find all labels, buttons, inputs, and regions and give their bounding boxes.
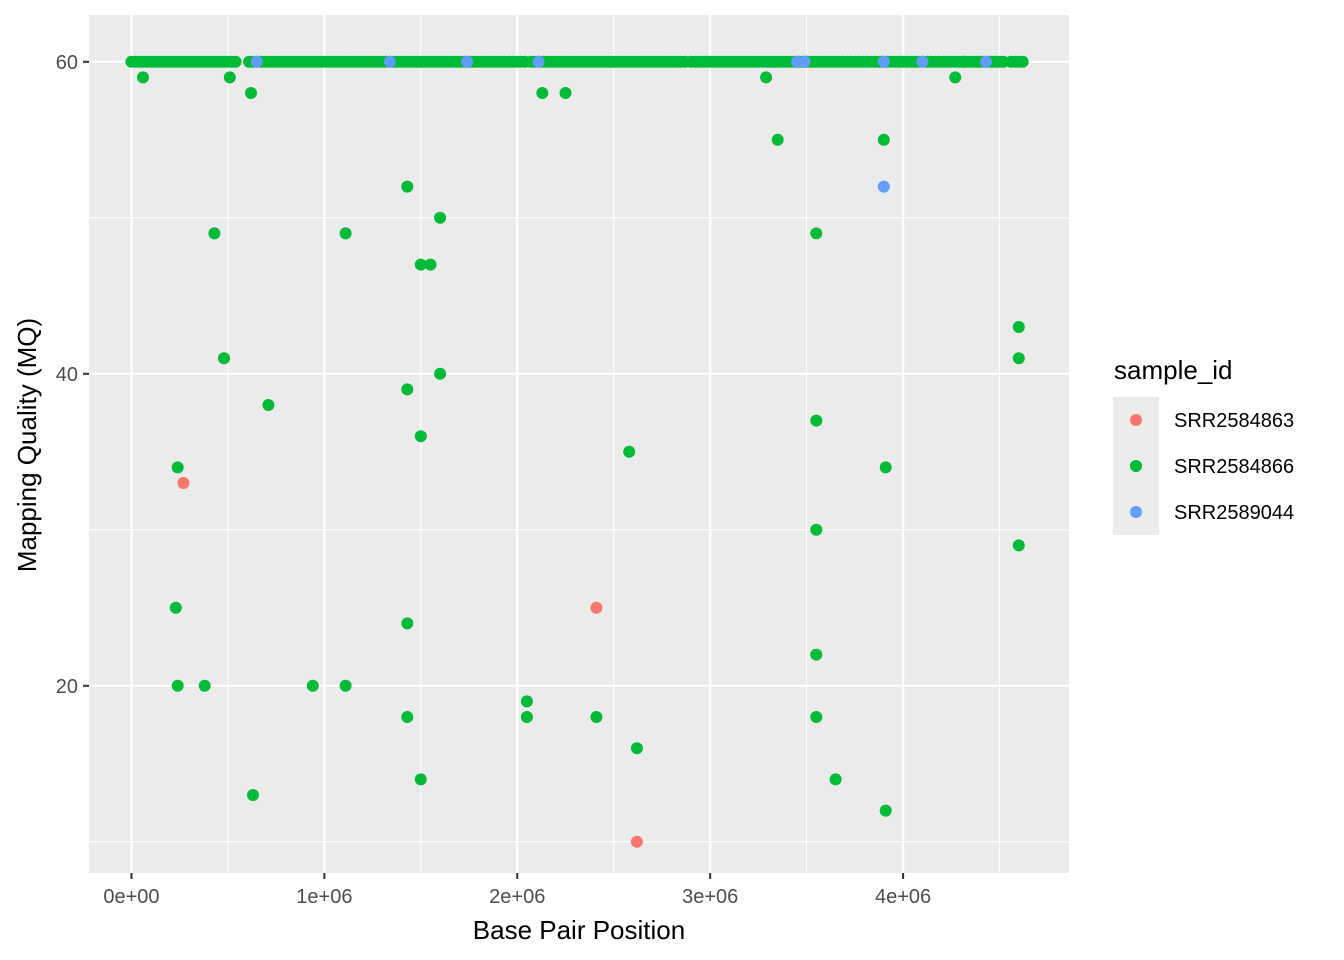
legend-label-srr2584866: SRR2584866 [1174, 456, 1294, 478]
x-tick-label-1: 1e+06 [296, 886, 352, 908]
point-srr2584866-34 [306, 679, 319, 692]
band-point-0-26 [229, 55, 242, 68]
point-srr2584866-30 [401, 617, 414, 630]
point-srr2584866-22 [810, 414, 823, 427]
point-srr2584866-19 [434, 367, 447, 380]
point-srr2584866-15 [424, 258, 437, 271]
point-srr2584866-24 [623, 445, 636, 458]
legend-key-srr2584866 [1130, 460, 1142, 472]
point-srr2589044-2 [461, 55, 474, 68]
point-srr2584866-5 [760, 71, 773, 84]
point-srr2584866-45 [879, 804, 892, 817]
point-srr2584866-27 [810, 523, 823, 536]
point-srr2589044-9 [877, 180, 890, 193]
point-srr2584863-1 [590, 601, 603, 614]
legend-key-srr2589044 [1130, 506, 1142, 518]
data-points [137, 55, 1025, 848]
point-srr2589044-6 [877, 55, 890, 68]
point-srr2584866-13 [810, 227, 823, 240]
legend-key-srr2584863 [1130, 414, 1142, 426]
point-srr2584866-17 [218, 352, 230, 365]
band-point-8-3 [1016, 55, 1029, 68]
x-tick-label-4: 4e+06 [875, 886, 931, 908]
legend-label-srr2589044: SRR2589044 [1174, 502, 1294, 524]
legend-label-srr2584863: SRR2584863 [1174, 410, 1294, 432]
point-srr2584866-29 [169, 601, 182, 614]
point-srr2589044-1 [383, 55, 396, 68]
y-axis-title: Mapping Quality (MQ) [12, 318, 42, 572]
y-tick-label-0: 20 [56, 676, 78, 698]
y-tick-label-2: 60 [56, 52, 78, 74]
point-srr2584866-16 [1012, 321, 1025, 333]
point-srr2589044-3 [532, 55, 545, 68]
point-srr2584866-20 [401, 383, 414, 396]
y-axis: 20 40 60 [56, 52, 89, 698]
major-gridlines [89, 15, 1069, 873]
point-srr2584866-39 [590, 711, 603, 723]
point-srr2584866-38 [520, 711, 533, 723]
point-srr2584866-41 [630, 742, 643, 755]
point-srr2584866-11 [208, 227, 221, 240]
point-srr2584866-7 [771, 133, 784, 146]
point-srr2584863-0 [177, 477, 190, 489]
x-axis-title: Base Pair Position [473, 915, 685, 945]
point-srr2584866-25 [171, 461, 184, 474]
point-srr2584866-23 [414, 430, 427, 443]
point-srr2584866-36 [520, 695, 533, 708]
point-srr2584866-37 [401, 711, 414, 723]
point-srr2584866-42 [414, 773, 427, 786]
point-srr2589044-0 [250, 55, 263, 68]
x-tick-label-2: 2e+06 [489, 886, 545, 908]
point-srr2584866-10 [434, 211, 447, 224]
legend-title: sample_id [1114, 355, 1233, 385]
x-axis: 0e+00 1e+06 2e+06 3e+06 4e+06 [103, 873, 931, 908]
point-srr2584866-1 [223, 71, 236, 84]
x-tick-label-3: 3e+06 [682, 886, 738, 908]
y-tick-label-1: 40 [56, 364, 78, 386]
point-srr2584866-3 [536, 87, 549, 99]
point-srr2584866-4 [559, 87, 572, 99]
point-srr2584866-6 [949, 71, 962, 84]
point-srr2584866-26 [879, 461, 892, 474]
point-srr2589044-8 [980, 55, 992, 68]
point-srr2584866-35 [339, 679, 352, 692]
point-srr2584866-31 [810, 648, 823, 661]
point-srr2584866-21 [262, 399, 275, 411]
point-srr2584866-2 [245, 87, 257, 99]
point-srr2584866-8 [877, 133, 890, 146]
point-srr2584866-32 [171, 679, 184, 692]
legend: sample_id SRR2584863 SRR2584866 SRR25890… [1113, 355, 1294, 535]
point-srr2584866-9 [401, 180, 414, 193]
plot-panel [89, 15, 1069, 873]
point-srr2584866-28 [1012, 539, 1025, 552]
point-srr2584866-44 [247, 789, 259, 801]
point-srr2584866-18 [1012, 352, 1025, 365]
point-srr2584866-14 [414, 258, 427, 271]
point-srr2584863-2 [630, 835, 643, 848]
x-tick-label-0: 0e+00 [103, 886, 159, 908]
minor-gridlines [89, 15, 1069, 873]
point-srr2584866-33 [198, 679, 211, 692]
point-srr2589044-7 [916, 55, 929, 68]
point-srr2589044-5 [798, 55, 811, 68]
point-srr2584866-43 [829, 773, 842, 786]
point-srr2584866-0 [137, 71, 149, 84]
point-srr2584866-12 [339, 227, 352, 240]
point-srr2584866-40 [810, 711, 823, 723]
